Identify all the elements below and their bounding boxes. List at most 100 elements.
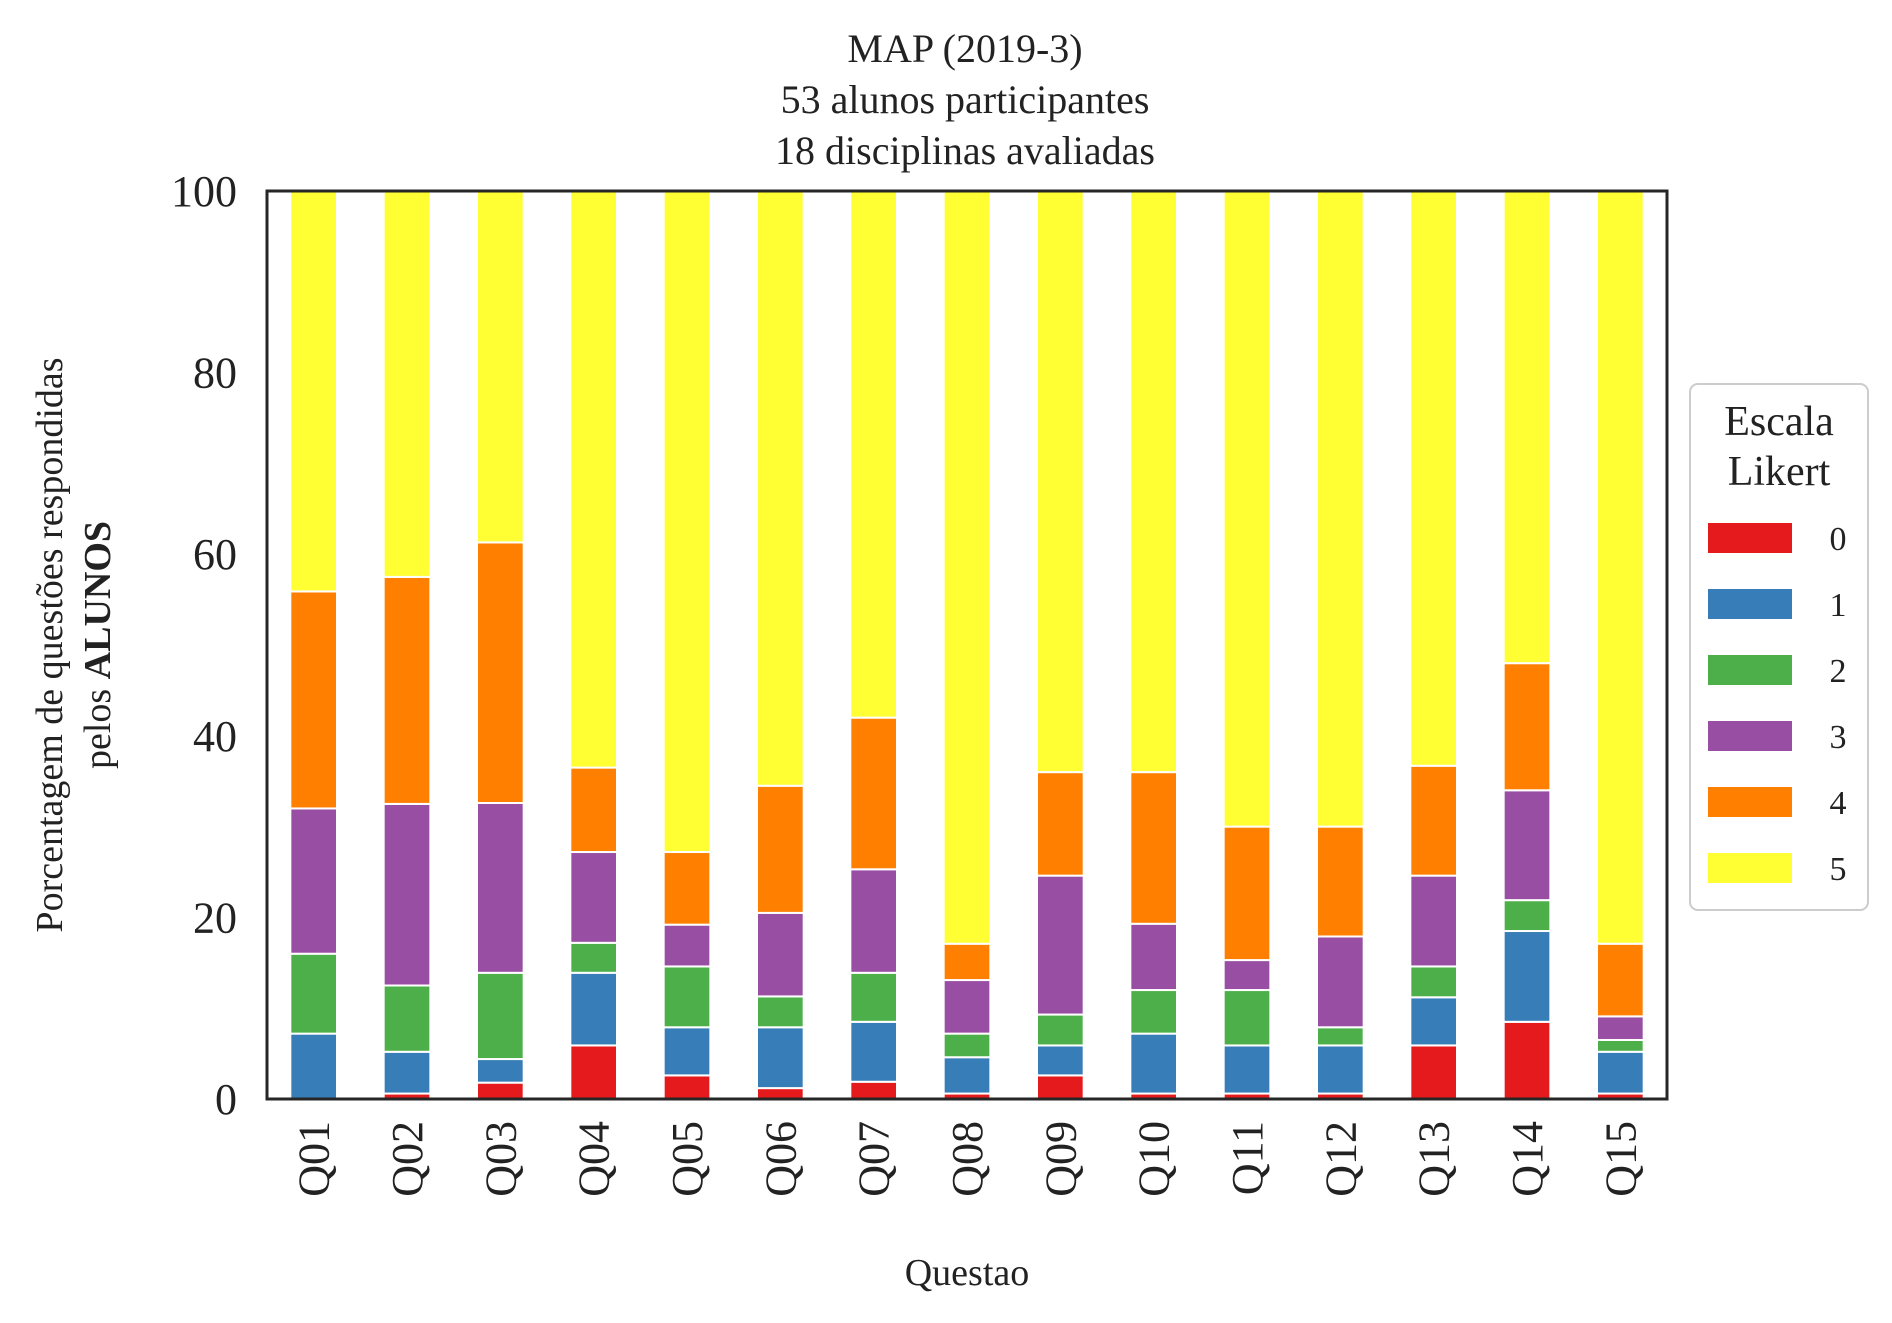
chart-title-line-3: 18 disciplinas avaliadas: [775, 128, 1155, 173]
y-axis-ticks: 0 20 40 60 80 100: [171, 167, 237, 1124]
legend-label-0: 0: [1830, 521, 1847, 558]
bar-q08-level-4: [942, 942, 992, 982]
bar-q01-level-4: [289, 590, 338, 810]
legend-swatch-5: [1708, 853, 1792, 883]
bar-q04-level-0: [569, 1044, 619, 1101]
y-axis-label-bold: ALUNOS: [77, 521, 119, 679]
bar-q10-level-1: [1129, 1032, 1178, 1095]
bar-q09-level-0: [1036, 1074, 1085, 1101]
bar-q09-level-5: [1036, 190, 1085, 774]
bar-q09-level-4: [1036, 771, 1085, 877]
bar-q07-level-1: [849, 1020, 899, 1083]
x-tick-label-q01: Q01: [290, 1121, 339, 1197]
bar-q14-level-5: [1502, 190, 1552, 665]
y-tick-label-80: 80: [193, 349, 237, 398]
bar-q09-level-2: [1036, 1013, 1085, 1047]
bar-q05-level-5: [662, 190, 712, 854]
chart-title-line-1: MAP (2019-3): [847, 26, 1082, 71]
legend-title-line-1: Escala: [1724, 399, 1834, 445]
bar-q06-level-0: [756, 1087, 805, 1100]
y-tick-label-60: 60: [193, 530, 237, 579]
y-axis-label-prefix: pelos: [77, 679, 119, 769]
bar-q01-level-1: [289, 1032, 338, 1100]
bar-q14-level-4: [1502, 662, 1552, 792]
bar-q09-level-3: [1036, 874, 1085, 1016]
bar-q11-level-3: [1222, 959, 1272, 992]
y-tick-label-20: 20: [193, 893, 237, 942]
bar-q05-level-3: [662, 923, 712, 968]
bar-q14-level-3: [1502, 789, 1552, 902]
y-axis-label-line-2: pelos ALUNOS: [77, 521, 119, 769]
bar-q13-level-4: [1409, 764, 1458, 877]
x-tick-label-q02: Q02: [383, 1121, 432, 1197]
bar-q11-level-2: [1222, 989, 1272, 1047]
bar-q12-level-4: [1316, 825, 1365, 938]
bar-q12-level-3: [1316, 935, 1365, 1029]
x-tick-label-q09: Q09: [1036, 1121, 1085, 1197]
bar-q05-level-1: [662, 1026, 712, 1077]
bar-q01-level-2: [289, 952, 338, 1035]
bar-q05-level-0: [662, 1074, 712, 1101]
legend-box: [1689, 383, 1869, 911]
bar-q04-level-3: [569, 851, 619, 944]
bar-q04-level-2: [569, 941, 619, 974]
bar-q14-level-1: [1502, 930, 1552, 1023]
legend-swatch-1: [1708, 589, 1792, 619]
bar-q07-level-2: [849, 971, 899, 1023]
bar-q08-level-3: [942, 979, 992, 1035]
bar-q08-level-5: [942, 190, 992, 945]
legend-label-2: 2: [1830, 653, 1847, 690]
bar-q04-level-4: [569, 766, 619, 854]
x-tick-label-q12: Q12: [1316, 1121, 1365, 1197]
bar-q15-level-1: [1596, 1050, 1645, 1095]
bar-q15-level-5: [1596, 190, 1645, 945]
legend-swatch-0: [1708, 523, 1792, 553]
bar-q11-level-1: [1222, 1044, 1272, 1095]
bar-q03-level-0: [476, 1081, 525, 1101]
bar-q15-level-4: [1596, 942, 1645, 1018]
x-tick-label-q10: Q10: [1130, 1121, 1179, 1197]
bar-q02-level-5: [382, 190, 432, 578]
legend-swatch-3: [1708, 721, 1792, 751]
bar-q08-level-1: [942, 1056, 992, 1095]
bar-q02-level-3: [382, 802, 432, 987]
bar-q02-level-4: [382, 575, 432, 805]
bar-q10-level-2: [1129, 989, 1178, 1035]
bar-q07-level-0: [849, 1080, 899, 1100]
legend-swatch-4: [1708, 787, 1792, 817]
bar-q11-level-5: [1222, 190, 1272, 828]
chart-title: MAP (2019-3) 53 alunos participantes 18 …: [775, 26, 1155, 173]
bar-q03-level-5: [476, 190, 525, 544]
bar-q01-level-3: [289, 807, 338, 955]
bar-q08-level-2: [942, 1032, 992, 1059]
x-tick-label-q03: Q03: [476, 1121, 525, 1197]
legend-label-3: 3: [1830, 719, 1847, 756]
y-tick-label-100: 100: [171, 167, 237, 216]
legend-swatch-2: [1708, 655, 1792, 685]
bar-q11-level-4: [1222, 825, 1272, 962]
x-tick-label-q15: Q15: [1596, 1121, 1645, 1197]
bar-q14-level-0: [1502, 1020, 1552, 1101]
legend-title-line-2: Likert: [1728, 449, 1831, 495]
bar-q04-level-1: [569, 971, 619, 1047]
bar-q12-level-1: [1316, 1044, 1365, 1095]
bar-q02-level-1: [382, 1050, 432, 1095]
bar-q12-level-2: [1316, 1026, 1365, 1047]
x-tick-label-q11: Q11: [1223, 1121, 1272, 1195]
chart-title-line-2: 53 alunos participantes: [781, 77, 1150, 122]
bar-q13-level-0: [1409, 1044, 1458, 1101]
y-tick-label-40: 40: [193, 712, 237, 761]
y-axis-label: Porcentagem de questões respondidas pelo…: [29, 357, 119, 932]
x-tick-label-q13: Q13: [1410, 1121, 1459, 1197]
bar-q01-level-5: [289, 190, 338, 593]
bar-q10-level-4: [1129, 771, 1178, 925]
y-tick-label-0: 0: [215, 1075, 237, 1124]
bar-q06-level-1: [756, 1026, 805, 1090]
bar-q09-level-1: [1036, 1044, 1085, 1077]
x-tick-label-q04: Q04: [570, 1121, 619, 1197]
bar-q03-level-3: [476, 801, 525, 974]
x-tick-label-q14: Q14: [1503, 1121, 1552, 1197]
bar-q15-level-2: [1596, 1038, 1645, 1053]
bar-q13-level-2: [1409, 965, 1458, 999]
